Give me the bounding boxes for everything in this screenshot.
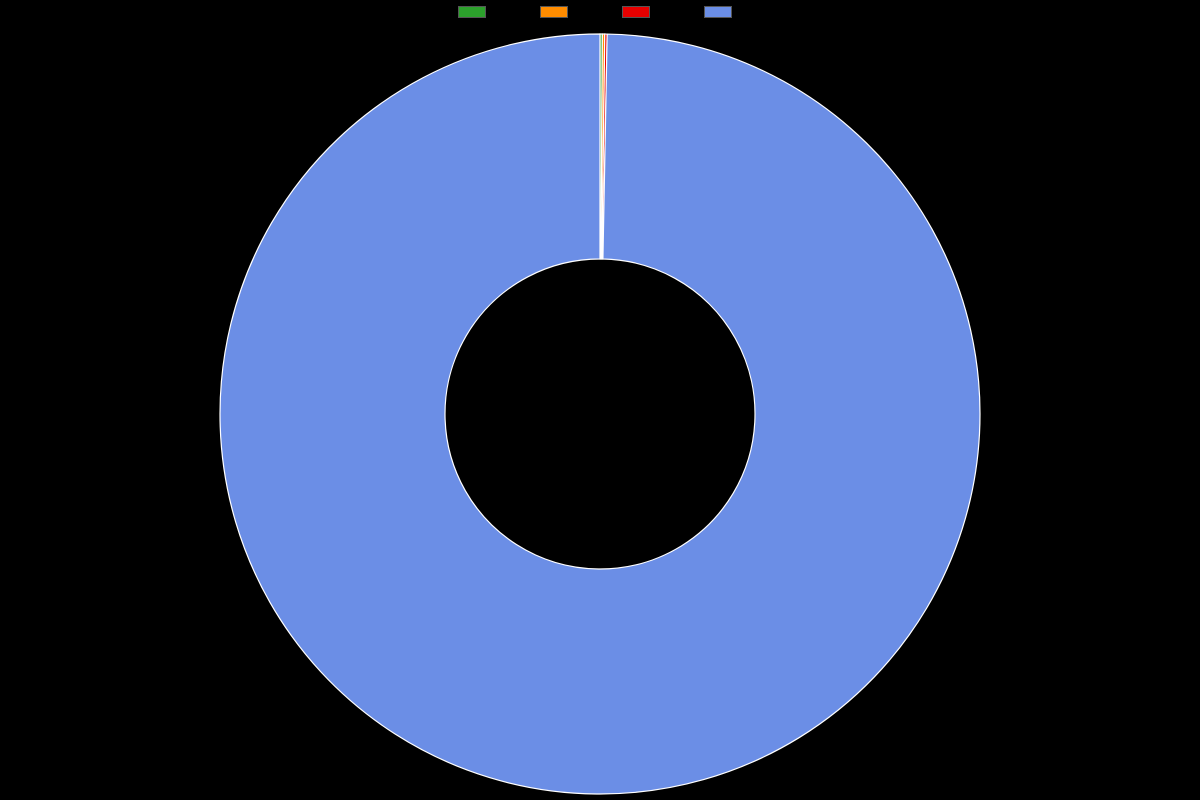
legend-item-3 bbox=[704, 6, 742, 18]
chart-container bbox=[0, 0, 1200, 800]
legend-swatch-icon bbox=[704, 6, 732, 18]
legend-item-2 bbox=[622, 6, 660, 18]
legend-item-0 bbox=[458, 6, 496, 18]
legend-item-1 bbox=[540, 6, 578, 18]
legend-swatch-icon bbox=[458, 6, 486, 18]
chart-legend bbox=[0, 6, 1200, 18]
chart-plot-area bbox=[0, 28, 1200, 800]
legend-swatch-icon bbox=[622, 6, 650, 18]
legend-swatch-icon bbox=[540, 6, 568, 18]
donut-chart bbox=[0, 28, 1200, 800]
